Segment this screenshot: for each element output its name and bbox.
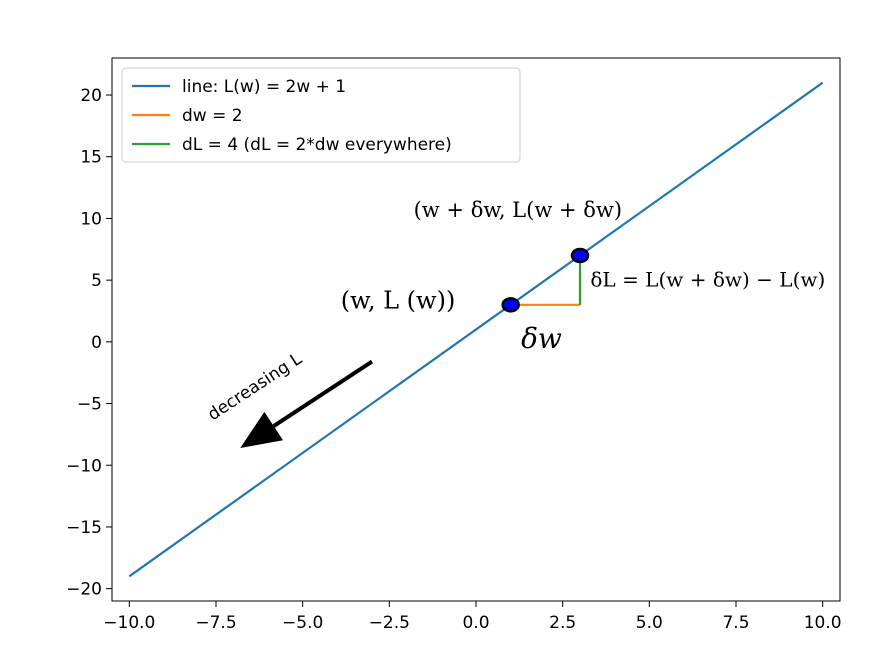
data-point-1	[570, 247, 590, 264]
x-tick-label: 0.0	[462, 613, 489, 633]
plot-area	[128, 81, 824, 578]
y-tick-label: −10	[66, 456, 102, 476]
y-tick-label: 10	[80, 209, 102, 229]
legend-label-2: dL = 4 (dL = 2*dw everywhere)	[182, 135, 452, 155]
y-tick-label: −5	[77, 395, 102, 415]
axes: −10.0 −7.5 −5.0 −2.5 0.0 2.5 5.0 7.5 10.0 20 15 10 5…	[66, 57, 842, 633]
legend-label-1: dw = 2	[182, 106, 243, 126]
arrow-shaft	[272, 359, 374, 428]
x-tick-label: −7.5	[195, 613, 236, 633]
series-line-0	[128, 81, 824, 578]
x-tick-label: −2.5	[369, 613, 410, 633]
x-tick-label: −5.0	[282, 613, 323, 633]
data-point-0	[501, 297, 520, 313]
x-tick-label: 7.5	[722, 613, 749, 633]
y-tick-label: −15	[66, 518, 102, 538]
legend-label-0: line: L(w) = 2w + 1	[182, 77, 346, 97]
annotation-point2: (w + δw, L(w + δw)	[414, 198, 622, 222]
annotations: (w, L (w)) (w + δw, L(w + δw) δw δL = L(…	[204, 198, 825, 448]
annotation-dL: δL = L(w + δw) − L(w)	[590, 267, 825, 291]
y-tick-label: 5	[91, 271, 102, 291]
x-tick-label: 10.0	[804, 613, 842, 633]
y-tick-label: 15	[80, 148, 102, 168]
y-tick-label: 20	[80, 86, 102, 106]
legend-box	[121, 67, 521, 163]
y-tick-label: −20	[66, 580, 102, 600]
legend: line: L(w) = 2w + 1 dw = 2 dL = 4 (dL = 2*…	[121, 67, 521, 163]
y-tick-label: 0	[91, 333, 102, 353]
annotation-point1: (w, L (w))	[341, 287, 456, 315]
x-tick-label: 5.0	[636, 613, 663, 633]
annotation-dw: δw	[521, 322, 562, 355]
x-tick-label: −10.0	[103, 613, 155, 633]
x-tick-label: 2.5	[549, 613, 576, 633]
arrow-head	[240, 411, 284, 448]
